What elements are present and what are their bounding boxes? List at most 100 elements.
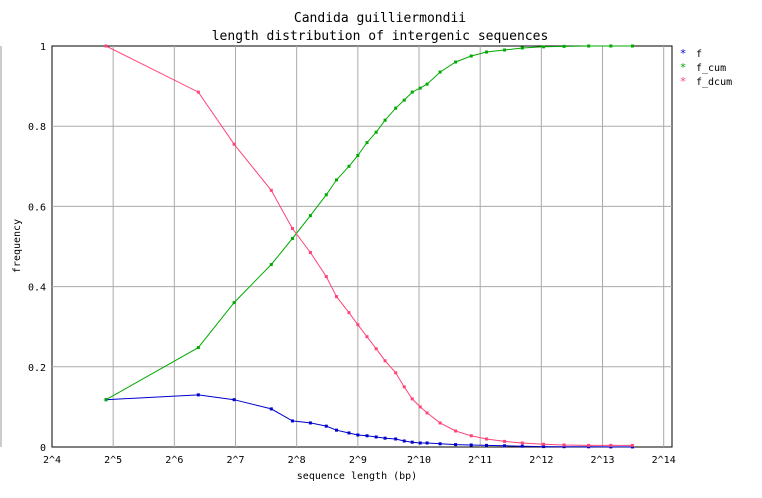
data-point [290, 419, 294, 423]
data-point [374, 130, 378, 134]
y-tick-label: 0.4 [28, 283, 46, 294]
data-point [454, 443, 458, 447]
data-point [469, 54, 473, 58]
data-point [503, 444, 507, 448]
x-tick-label: 2^13 [590, 455, 614, 466]
data-point [418, 405, 422, 409]
data-point [402, 385, 406, 389]
data-point [454, 429, 458, 433]
legend-label: f [696, 49, 702, 60]
data-point [356, 153, 360, 157]
data-point [347, 431, 351, 435]
data-point [469, 434, 473, 438]
data-point [402, 439, 406, 443]
x-tick-label: 2^4 [43, 455, 61, 466]
data-point [374, 347, 378, 351]
data-point [630, 443, 634, 447]
data-point [485, 50, 489, 54]
y-tick-label: 0 [40, 443, 46, 454]
data-point [347, 164, 351, 168]
data-point [503, 48, 507, 52]
x-tick-label: 2^7 [226, 455, 244, 466]
data-point [324, 275, 328, 279]
data-point [438, 70, 442, 74]
data-point [587, 443, 591, 447]
data-point [232, 142, 236, 146]
x-tick-label: 2^11 [468, 455, 492, 466]
series-f [104, 393, 634, 449]
legend-marker: * [680, 61, 687, 74]
data-point [232, 398, 236, 402]
y-tick-label: 0.8 [28, 122, 46, 133]
x-tick-label: 2^14 [652, 455, 676, 466]
data-point [383, 436, 387, 440]
data-point [308, 251, 312, 255]
data-point [542, 445, 546, 449]
data-point [630, 44, 634, 48]
data-point [365, 434, 369, 438]
data-point [418, 441, 422, 445]
series-f-cum [104, 44, 634, 402]
data-point [356, 433, 360, 437]
data-point [630, 445, 634, 449]
data-point [425, 82, 429, 86]
data-point [485, 437, 489, 441]
data-point [542, 442, 546, 446]
data-point [383, 359, 387, 363]
data-point [485, 443, 489, 447]
data-point [438, 421, 442, 425]
data-point [196, 346, 200, 350]
data-point [520, 46, 524, 50]
data-point [374, 435, 378, 439]
data-point [269, 407, 273, 411]
x-tick-label: 2^9 [349, 455, 367, 466]
chart-title: Candida guilliermondii [294, 11, 466, 26]
data-point [290, 226, 294, 230]
data-point [425, 411, 429, 415]
y-tick-label: 1 [40, 42, 46, 53]
data-point [609, 443, 613, 447]
data-point [383, 118, 387, 122]
data-point [587, 44, 591, 48]
data-point [269, 263, 273, 267]
legend-marker: * [680, 47, 687, 60]
data-point [104, 44, 108, 48]
x-tick-label: 2^6 [165, 455, 183, 466]
legend-marker: * [680, 75, 687, 88]
data-point [438, 442, 442, 446]
data-point [394, 371, 398, 375]
legend-label: f_cum [696, 63, 726, 74]
y-tick-label: 0.2 [28, 363, 46, 374]
data-point [335, 428, 339, 432]
plot-area [51, 45, 673, 448]
data-point [324, 193, 328, 197]
data-point [609, 44, 613, 48]
y-tick-label: 0.6 [28, 202, 46, 213]
data-point [562, 445, 566, 449]
data-point [394, 106, 398, 110]
data-point [347, 311, 351, 315]
x-tick-label: 2^5 [104, 455, 122, 466]
data-point [454, 60, 458, 64]
data-point [365, 141, 369, 145]
data-point [324, 424, 328, 428]
data-point [196, 393, 200, 397]
data-point [469, 443, 473, 447]
legend-label: f_dcum [696, 77, 732, 88]
data-point [356, 323, 360, 327]
data-point [335, 295, 339, 299]
x-tick-label: 2^8 [288, 455, 306, 466]
x-tick-label: 2^12 [529, 455, 553, 466]
data-point [290, 236, 294, 240]
data-point [402, 98, 406, 102]
data-point [335, 178, 339, 182]
series-f-dcum [104, 44, 634, 447]
data-point [503, 439, 507, 443]
data-point [410, 90, 414, 94]
data-point [308, 421, 312, 425]
data-point [418, 86, 422, 90]
data-point [410, 440, 414, 444]
data-point [394, 437, 398, 441]
x-tick-label: 2^10 [407, 455, 431, 466]
